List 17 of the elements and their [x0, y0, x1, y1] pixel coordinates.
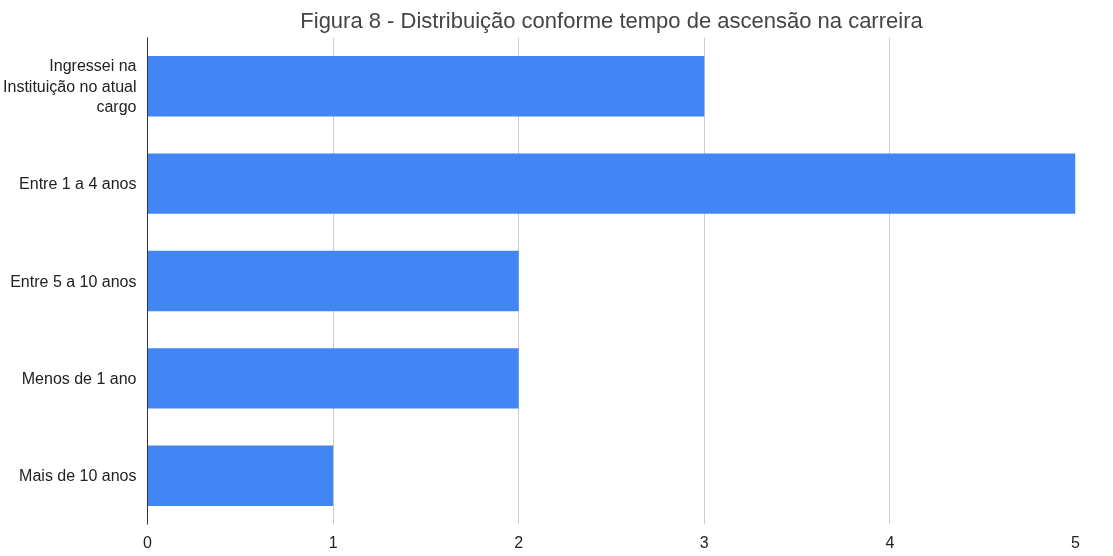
x-tick-label: 4 — [885, 533, 895, 551]
y-tick-label: Entre 1 a 4 anos — [19, 175, 137, 193]
y-tick-label: Ingressei na Instituição no atual cargo — [3, 57, 137, 116]
chart-title: Figura 8 - Distribuição conforme tempo de ascensão na carreira — [300, 7, 924, 33]
bar — [147, 250, 519, 312]
bar — [147, 445, 334, 506]
bar — [147, 153, 1076, 214]
y-tick-label: Menos de 1 ano — [21, 369, 137, 387]
x-tick-label: 3 — [699, 533, 709, 551]
x-tick-label: 2 — [514, 533, 524, 551]
bar — [147, 56, 705, 117]
y-tick-label: Mais de 10 anos — [19, 467, 137, 485]
x-tick-label: 0 — [143, 533, 153, 551]
y-tick-label: Entre 5 a 10 anos — [10, 272, 137, 290]
x-tick-label: 1 — [328, 533, 338, 551]
x-tick-label: 5 — [1071, 533, 1081, 551]
bar — [147, 348, 519, 409]
